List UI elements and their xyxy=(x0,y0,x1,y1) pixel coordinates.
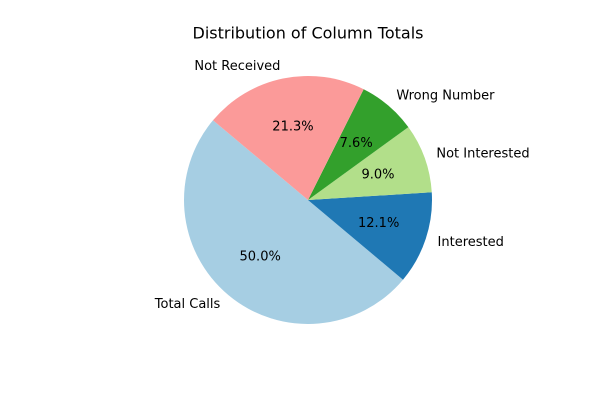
pct-label-total-calls: 50.0% xyxy=(240,249,281,264)
pie-slices xyxy=(183,75,432,325)
pct-label-interested: 12.1% xyxy=(358,216,399,231)
pct-label-wrong-number: 7.6% xyxy=(340,136,373,151)
slice-label-wrong-number: Wrong Number xyxy=(396,89,495,104)
slice-label-interested: Interested xyxy=(438,235,504,250)
slice-label-not-received: Not Received xyxy=(194,59,280,74)
slice-label-not-interested: Not Interested xyxy=(436,146,529,161)
pct-label-not-interested: 9.0% xyxy=(362,167,395,182)
pie-slice-wrong-number xyxy=(308,89,409,200)
pie-slice-total-calls xyxy=(183,120,403,325)
pie-slice-not-received xyxy=(213,75,364,200)
pie-labels: Total Calls 50.0% Interested 12.1% Not Inter… xyxy=(154,59,530,312)
slice-label-total-calls: Total Calls xyxy=(154,297,221,312)
chart-title: Distribution of Column Totals xyxy=(193,24,424,43)
pie-slice-not-interested xyxy=(308,127,432,200)
pct-label-not-received: 21.3% xyxy=(272,120,313,135)
pie-slice-interested xyxy=(308,192,432,280)
